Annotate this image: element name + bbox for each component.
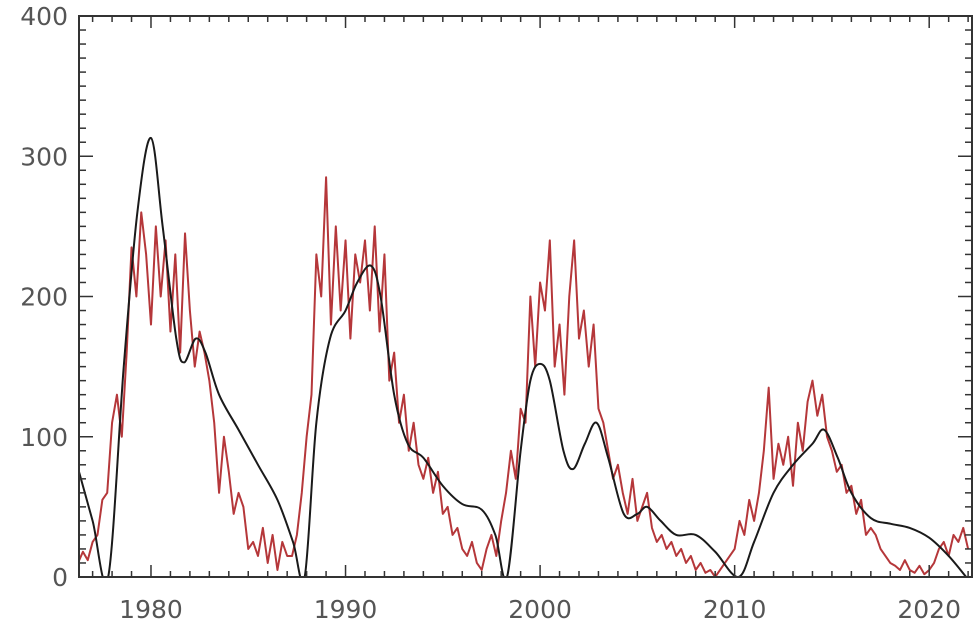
smoothed-series-line — [79, 137, 967, 577]
y-tick-label: 200 — [20, 283, 68, 312]
y-tick-label: 400 — [20, 2, 68, 31]
x-tick-label: 1980 — [119, 595, 183, 624]
x-tick-label: 2000 — [508, 595, 572, 624]
tick-labels: 1980 1990 2000 2010 2020 0 100 200 300 4… — [20, 2, 961, 624]
monthly-series-line — [79, 176, 970, 577]
y-tick-label: 0 — [52, 563, 68, 592]
y-tick-label: 100 — [20, 423, 68, 452]
x-tick-label: 1990 — [314, 595, 378, 624]
y-tick-label: 300 — [20, 142, 68, 171]
plot-frame — [78, 15, 973, 578]
axes-layer — [78, 15, 973, 578]
series-layer — [79, 137, 970, 577]
x-tick-label: 2020 — [897, 595, 961, 624]
x-tick-label: 2010 — [703, 595, 767, 624]
